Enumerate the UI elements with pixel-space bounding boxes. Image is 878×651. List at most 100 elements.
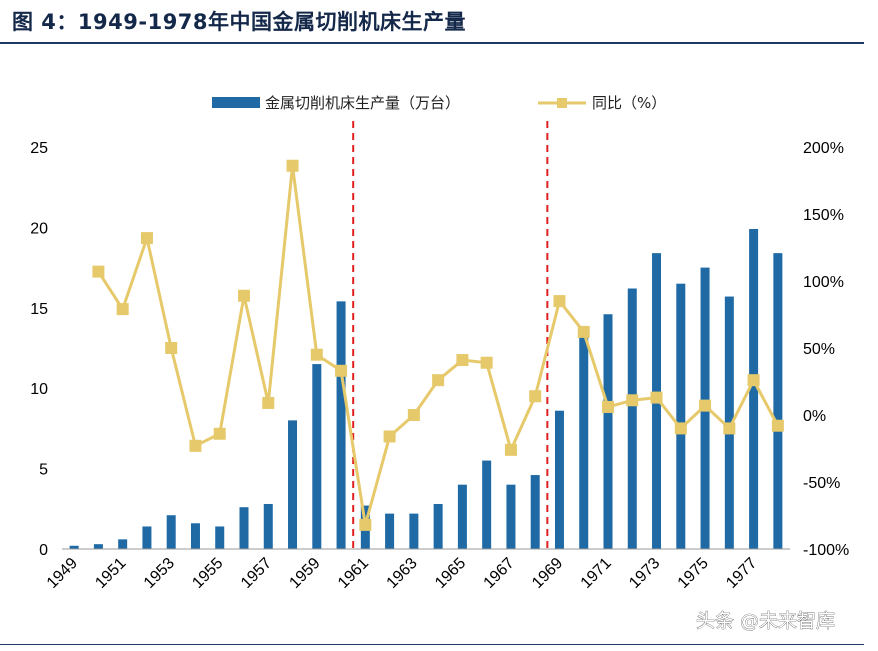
left-tick-label: 15 bbox=[30, 301, 48, 318]
right-axis: -100% -50% 0% 50% 100% 150% 200% bbox=[803, 140, 849, 559]
bar-series bbox=[69, 229, 783, 550]
bar-1955 bbox=[215, 526, 225, 549]
x-tick-label: 1963 bbox=[384, 555, 421, 592]
x-tick-label: 1951 bbox=[92, 555, 129, 592]
bar-1969 bbox=[554, 410, 564, 549]
yoy-marker-1960 bbox=[335, 364, 348, 377]
yoy-marker-1969 bbox=[553, 295, 566, 308]
yoy-marker-1959 bbox=[310, 348, 323, 361]
x-tick-label: 1967 bbox=[481, 555, 518, 592]
right-tick-label: 200% bbox=[803, 140, 844, 157]
yoy-marker-1952 bbox=[140, 232, 153, 245]
yoy-marker-1961 bbox=[359, 518, 372, 531]
x-tick-label: 1975 bbox=[675, 555, 712, 592]
x-tick-label: 1965 bbox=[432, 555, 469, 592]
right-tick-label: -100% bbox=[803, 542, 849, 559]
bar-1971 bbox=[603, 314, 613, 549]
left-tick-label: 5 bbox=[39, 462, 48, 479]
yoy-marker-1965 bbox=[456, 354, 469, 367]
yoy-marker-1958 bbox=[286, 159, 299, 172]
bar-1968 bbox=[530, 475, 540, 549]
x-tick-label: 1959 bbox=[286, 555, 323, 592]
bar-1967 bbox=[506, 484, 516, 549]
yoy-marker-1972 bbox=[626, 394, 639, 407]
left-axis: 0 5 10 15 20 25 bbox=[30, 140, 48, 559]
title-divider bbox=[0, 42, 864, 44]
bar-1953 bbox=[166, 515, 176, 549]
bar-1954 bbox=[190, 523, 200, 549]
x-tick-label: 1969 bbox=[529, 555, 566, 592]
x-tick-label: 1953 bbox=[141, 555, 178, 592]
bar-1964 bbox=[433, 503, 443, 549]
watermark: 头条 @未来智库 bbox=[696, 610, 835, 632]
bar-1956 bbox=[239, 507, 249, 549]
right-tick-label: 50% bbox=[803, 341, 835, 358]
yoy-marker-1971 bbox=[602, 400, 614, 413]
x-tick-label: 1971 bbox=[578, 555, 615, 592]
bar-1960 bbox=[336, 301, 346, 549]
right-tick-label: 150% bbox=[803, 207, 844, 224]
x-tick-label: 1973 bbox=[626, 555, 663, 592]
yoy-marker-1966 bbox=[480, 356, 493, 369]
legend: 金属切削机床生产量（万台） 同比（%） bbox=[212, 94, 666, 112]
bar-1965 bbox=[457, 484, 467, 549]
bar-1950 bbox=[93, 544, 103, 549]
left-tick-label: 10 bbox=[30, 381, 48, 398]
yoy-marker-1957 bbox=[262, 396, 275, 409]
yoy-marker-1978 bbox=[771, 419, 784, 432]
yoy-marker-1954 bbox=[189, 439, 202, 452]
bar-1958 bbox=[288, 420, 298, 549]
x-tick-label: 1961 bbox=[335, 555, 372, 592]
yoy-marker-1962 bbox=[383, 430, 396, 443]
bar-1972 bbox=[627, 288, 637, 549]
yoy-marker-1951 bbox=[116, 303, 129, 316]
left-tick-label: 0 bbox=[39, 542, 48, 559]
legend-swatch-bar bbox=[212, 97, 260, 108]
bar-1952 bbox=[142, 526, 152, 549]
bar-1951 bbox=[118, 539, 128, 549]
yoy-marker-1977 bbox=[747, 374, 760, 387]
yoy-marker-1953 bbox=[165, 342, 178, 354]
left-tick-label: 20 bbox=[30, 220, 48, 237]
legend-label-bar: 金属切削机床生产量（万台） bbox=[265, 94, 460, 112]
yoy-line bbox=[97, 164, 780, 527]
yoy-marker-1973 bbox=[650, 391, 663, 404]
bar-1962 bbox=[385, 513, 395, 549]
x-tick-label: 1949 bbox=[44, 555, 81, 592]
x-tick-label: 1957 bbox=[238, 555, 275, 592]
legend-marker-line bbox=[557, 98, 567, 108]
bar-1959 bbox=[312, 364, 322, 549]
yoy-marker-1955 bbox=[213, 427, 226, 440]
bar-1966 bbox=[482, 460, 492, 549]
bar-1957 bbox=[263, 503, 273, 549]
left-tick-label: 25 bbox=[30, 140, 48, 157]
yoy-marker-1970 bbox=[577, 325, 590, 338]
yoy-marker-1968 bbox=[529, 390, 542, 403]
reference-lines bbox=[352, 121, 549, 549]
x-axis: 1949 1951 1953 1955 1957 1959 1961 1963 1965 1967… bbox=[44, 548, 790, 592]
legend-label-line: 同比（%） bbox=[592, 94, 666, 112]
bar-1977 bbox=[749, 229, 759, 549]
yoy-marker-1956 bbox=[238, 289, 250, 302]
yoy-marker-1967 bbox=[504, 443, 517, 456]
yoy-marker-1975 bbox=[699, 399, 712, 412]
bar-1974 bbox=[676, 283, 686, 549]
x-tick-label: 1955 bbox=[189, 555, 226, 592]
yoy-marker-1964 bbox=[432, 374, 445, 387]
bottom-divider bbox=[0, 644, 864, 645]
right-tick-label: 100% bbox=[803, 274, 844, 291]
yoy-marker-1974 bbox=[674, 422, 687, 435]
yoy-marker-1950 bbox=[92, 265, 105, 278]
line-series bbox=[92, 159, 784, 531]
x-tick-label: 1977 bbox=[723, 555, 760, 592]
right-tick-label: -50% bbox=[803, 475, 840, 492]
bar-1963 bbox=[409, 513, 419, 549]
right-tick-label: 0% bbox=[803, 408, 826, 425]
bar-1949 bbox=[69, 545, 79, 549]
figure-title: 图 4：1949-1978年中国金属切削机床生产量 bbox=[12, 10, 467, 34]
yoy-marker-1976 bbox=[723, 422, 736, 435]
bar-1970 bbox=[579, 331, 589, 549]
bar-1978 bbox=[773, 253, 783, 550]
yoy-marker-1963 bbox=[407, 409, 420, 421]
